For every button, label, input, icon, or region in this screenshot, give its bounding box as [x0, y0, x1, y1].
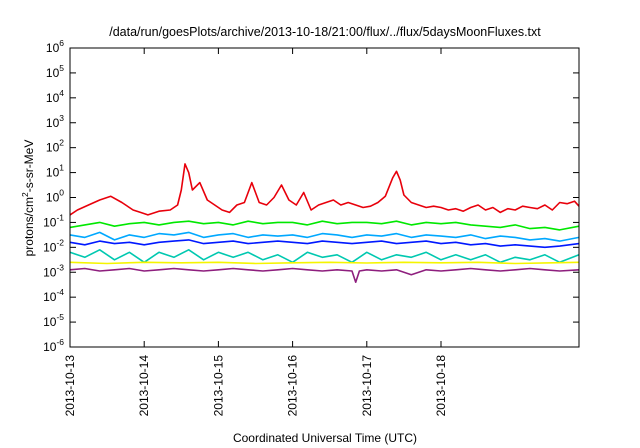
plot-frame: [69, 47, 580, 348]
x-tick-label: 2013-10-18: [434, 355, 448, 417]
x-axis-label: Coordinated Universal Time (UTC): [233, 431, 417, 445]
y-tick-label: 10-3: [43, 262, 64, 279]
y-tick-label: 10-4: [43, 287, 64, 304]
y-tick-label: 102: [46, 138, 64, 155]
y-tick-label: 100: [46, 188, 64, 205]
y-tick-label: 10-2: [43, 237, 64, 254]
y-tick-label: 105: [46, 63, 64, 80]
x-tick-label: 2013-10-17: [360, 355, 374, 417]
x-ticks: 2013-10-13 2013-10-14 2013-10-15 2013-10-16…: [63, 48, 448, 416]
chart-title: /data/run/goesPlots/archive/2013-10-18/2…: [109, 25, 541, 39]
x-tick-label: 2013-10-14: [137, 355, 151, 417]
y-tick-label: 101: [46, 163, 64, 180]
series-line-1: [69, 220, 580, 231]
series-line-4: [69, 249, 580, 264]
y-tick-label: 10-6: [43, 337, 64, 354]
y-ticks: 106 105 104 103 102 101 100 10-1 10-2 10-3 10-4 10-…: [43, 38, 579, 354]
y-tick-label: 10-1: [43, 212, 64, 229]
y-tick-label: 104: [46, 88, 64, 105]
y-tick-label: 10-5: [43, 312, 64, 329]
series-line-0: [69, 163, 580, 216]
series-line-3: [69, 239, 580, 249]
series-line-6: [69, 267, 580, 284]
y-tick-label: 106: [46, 38, 64, 55]
x-tick-label: 2013-10-13: [63, 355, 77, 417]
x-tick-label: 2013-10-16: [286, 355, 300, 417]
x-tick-label: 2013-10-15: [211, 355, 225, 417]
series-line-2: [69, 231, 580, 242]
y-tick-label: 103: [46, 113, 64, 130]
series-line-5: [69, 261, 580, 265]
series-group: [69, 163, 580, 284]
y-axis-label: protons/cm2-s-sr-MeV: [20, 140, 36, 257]
